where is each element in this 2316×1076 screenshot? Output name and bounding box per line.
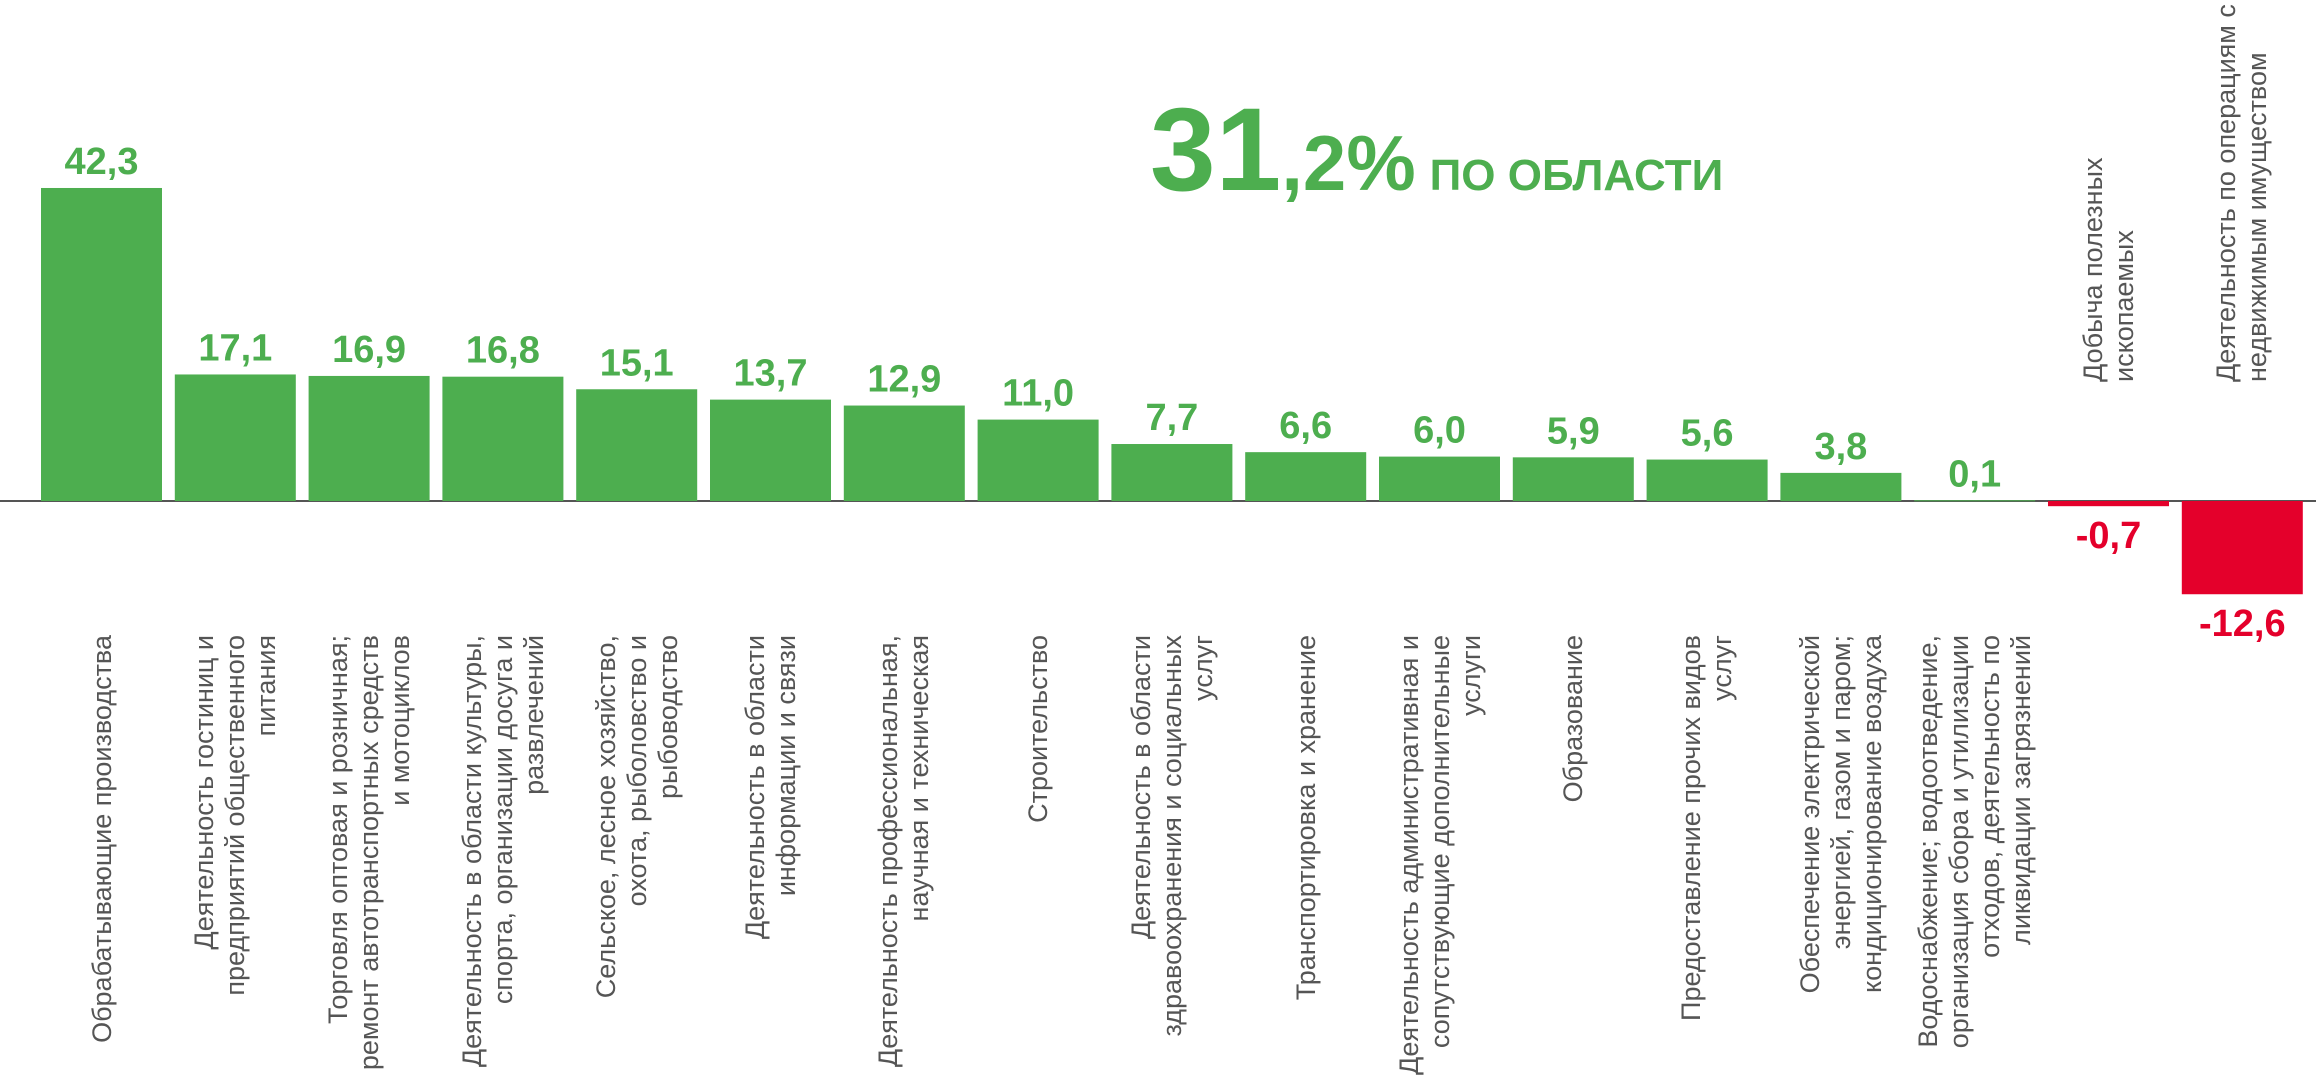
bar [1245, 452, 1367, 501]
category-text: Торговля оптовая и розничная; ремонт авт… [322, 635, 415, 1071]
category-label: Деятельность гостиниц и предприятий обще… [168, 635, 302, 1075]
bar [41, 187, 162, 502]
value-label: 5,9 [1547, 410, 1600, 452]
category-label: Добыча полезных ископаемых [2042, 2, 2176, 382]
category-text: Деятельность по операциям с недвижимым и… [2211, 4, 2273, 382]
category-label: Сельское, лесное хозяйство, охота, рыбол… [570, 635, 704, 1075]
annotation-decimal: ,2% [1281, 119, 1415, 207]
value-label: 15,1 [600, 342, 674, 384]
value-label: -0,7 [2076, 515, 2141, 557]
value-label: 7,7 [1145, 397, 1198, 439]
category-text: Водоснабжение; водоотведение, организаци… [1912, 635, 2036, 1049]
category-text: Деятельность профессиональная, научная и… [873, 635, 935, 1068]
category-label: Строительство [971, 635, 1105, 1075]
value-label: 0,1 [1948, 453, 2001, 495]
category-label: Деятельность в области информации и связ… [704, 635, 838, 1075]
bar [1379, 456, 1500, 501]
bar [843, 405, 965, 501]
category-text: Добыча полезных ископаемых [2077, 157, 2139, 382]
category-label: Обеспечение электрической энергией, газо… [1774, 635, 1908, 1075]
category-label: Торговля оптовая и розничная; ремонт авт… [302, 635, 436, 1075]
category-label: Деятельность в области культуры, спорта,… [436, 635, 570, 1075]
annotation-text: ПО ОБЛАСТИ [1430, 151, 1724, 200]
category-text: Деятельность административная и сопутств… [1393, 635, 1485, 1075]
category-label: Водоснабжение; водоотведение, организаци… [1908, 635, 2042, 1075]
annotation-main: 31 [1150, 84, 1281, 216]
category-label: Транспортировка и хранение [1239, 635, 1373, 1075]
value-label: 6,6 [1279, 405, 1332, 447]
bar [1512, 457, 1634, 501]
value-label: 5,6 [1681, 413, 1734, 455]
value-label: 42,3 [65, 141, 139, 183]
value-label: 16,9 [332, 329, 406, 371]
category-text: Обеспечение электрической энергией, газо… [1794, 635, 1887, 994]
category-label: Деятельность административная и сопутств… [1373, 635, 1507, 1075]
bar [977, 419, 1099, 501]
category-text: Строительство [1022, 635, 1053, 823]
category-text: Деятельность гостиниц и предприятий обще… [188, 635, 281, 996]
category-label: Деятельность профессиональная, научная и… [837, 635, 971, 1075]
value-label: 6,0 [1413, 410, 1466, 452]
bar [1914, 500, 2036, 502]
bar [1111, 444, 1233, 501]
category-label: Деятельность по операциям с недвижимым и… [2175, 2, 2309, 382]
bar [576, 389, 698, 501]
value-label: 3,8 [1814, 426, 1867, 468]
value-label: 17,1 [198, 327, 272, 369]
bar [174, 374, 296, 501]
category-text: Предоставление прочих видов услуг [1676, 635, 1738, 1021]
value-label: 16,8 [466, 330, 540, 372]
bar [2048, 501, 2169, 507]
bar [2181, 501, 2303, 595]
category-label: Обрабатывающие производства [35, 635, 169, 1075]
category-label: Образование [1506, 635, 1640, 1075]
annotation: 31,2% ПО ОБЛАСТИ [1150, 84, 1723, 216]
value-label: 12,9 [867, 359, 941, 401]
bar [710, 399, 831, 501]
category-text: Обрабатывающие производства [86, 635, 116, 1043]
value-label: 13,7 [734, 353, 808, 395]
category-text: Деятельность в области информации и связ… [739, 635, 801, 940]
bar [442, 376, 564, 501]
category-text: Образование [1557, 635, 1588, 803]
category-text: Деятельность в области здравоохранения и… [1125, 635, 1218, 1037]
category-label: Деятельность в области здравоохранения и… [1105, 635, 1239, 1075]
bar [1646, 459, 1768, 501]
bar [308, 375, 430, 501]
category-text: Транспортировка и хранение [1290, 635, 1321, 1001]
bar [1780, 472, 1902, 501]
value-label: 11,0 [1002, 373, 1074, 415]
category-text: Деятельность в области культуры, спорта,… [456, 635, 549, 1068]
value-label: -12,6 [2199, 603, 2286, 645]
category-text: Сельское, лесное хозяйство, охота, рыбол… [590, 635, 683, 999]
category-label: Предоставление прочих видов услуг [1640, 635, 1774, 1075]
